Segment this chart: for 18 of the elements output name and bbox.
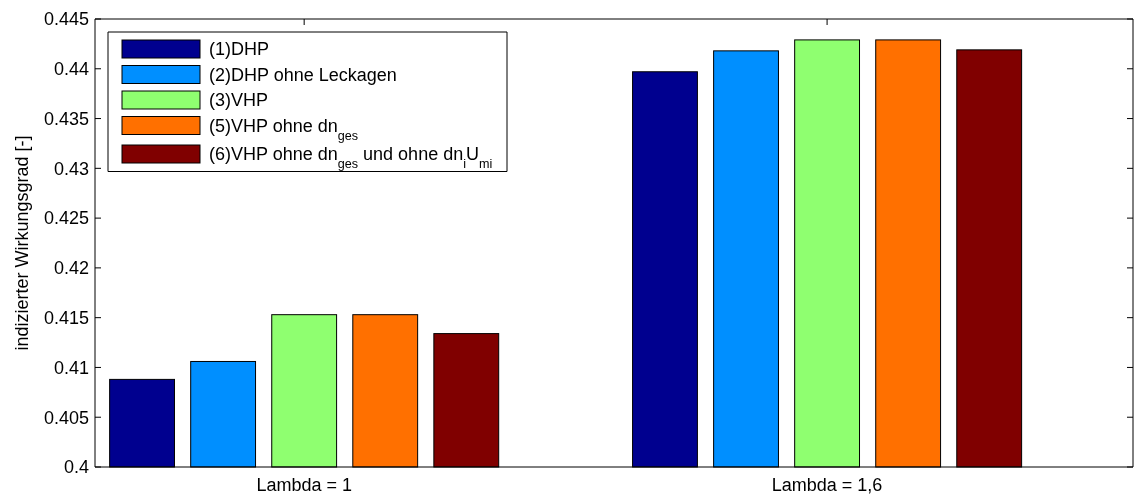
y-tick-label: 0.405 xyxy=(43,407,89,428)
y-tick-label: 0.4 xyxy=(63,457,89,478)
y-tick-label: 0.44 xyxy=(53,59,89,80)
legend-label: (6)VHP ohne dn$_{ges}$ und ohne dn$_{i}$U$_{mi}$ xyxy=(209,144,493,172)
legend-label: (5)VHP ohne dn$_{ges}$ xyxy=(209,115,359,143)
y-tick-label: 0.435 xyxy=(43,108,89,129)
y-tick-label: 0.42 xyxy=(53,258,89,279)
y-tick-label: 0.445 xyxy=(43,9,89,30)
y-tick-label: 0.41 xyxy=(53,357,89,378)
x-tick-label: Lambda = 1 xyxy=(256,475,352,495)
legend-label: (3)VHP xyxy=(209,90,269,111)
y-axis-title: indizierter Wirkungsgrad [-] xyxy=(12,135,32,351)
y-tick-label: 0.425 xyxy=(43,208,89,229)
y-tick-label: 0.415 xyxy=(43,307,89,328)
y-tick-label: 0.43 xyxy=(53,158,89,179)
legend-label: (2)DHP ohne Leckagen xyxy=(209,64,397,85)
legend-label: (1)DHP xyxy=(209,39,270,60)
x-tick-label: Lambda = 1,6 xyxy=(771,475,883,495)
